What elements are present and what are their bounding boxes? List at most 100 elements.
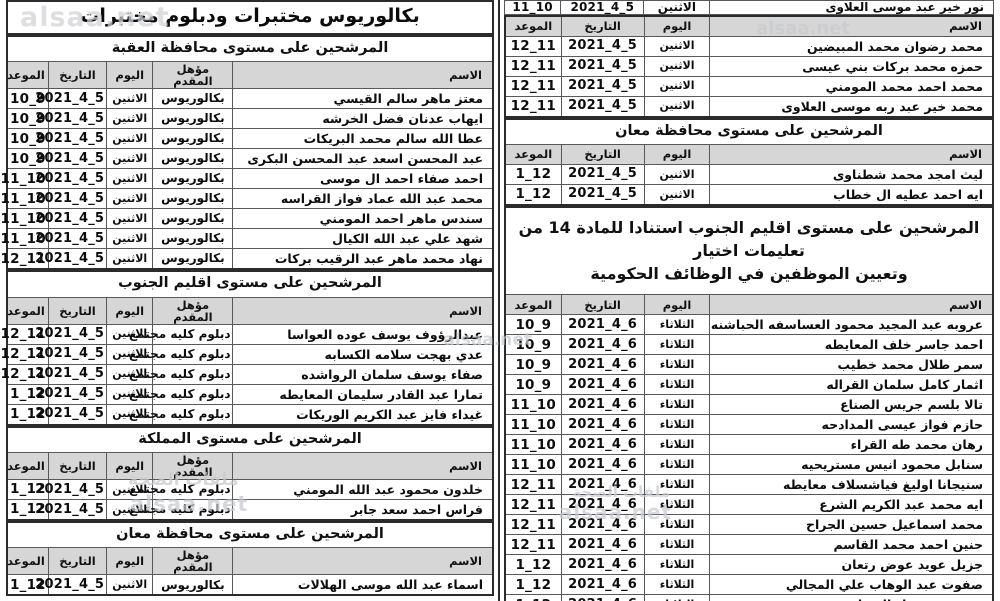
cell-day: الاثنين bbox=[106, 168, 154, 190]
section-title: المرشحين على مستوى المملكة bbox=[6, 426, 494, 453]
table-row: سنيجانا اوليغ فياشسلاف معايطه الثلاثاء 6_4… bbox=[504, 474, 994, 496]
cell-name: محمد احمد محمد المومني bbox=[709, 75, 994, 97]
cell-qualification: بكالوريوس bbox=[152, 168, 234, 190]
table-row: شهد علي عبد الله الكيال بكالوريوس الاثنين 5… bbox=[1, 228, 494, 250]
cell-date: 5_4_2021 bbox=[35, 323, 108, 345]
section-title: المرشحين على مستوى اقليم الجنوب استنادا … bbox=[504, 206, 994, 296]
table-row: اثمار كامل سلمان القراله الثلاثاء 6_4_2021… bbox=[504, 374, 994, 396]
cell-time: 11_12 bbox=[504, 75, 562, 97]
cell-day: الثلاثاء bbox=[643, 314, 711, 336]
cell-qualification: بكالوريوس bbox=[152, 208, 234, 230]
candidates-table: الاسم اليوم التاريخ الموعد محمد رضوان محمد ا… bbox=[504, 14, 994, 118]
cell-time: 12_1 bbox=[6, 403, 49, 426]
cell-name: نهاد محمد ماهر عبد الرقيب بركات bbox=[232, 248, 494, 270]
cell-time: 12_1 bbox=[504, 594, 562, 601]
table-row: محمد رضوان محمد المبيضين الاثنين 5_4_2021 1… bbox=[504, 35, 994, 57]
cell-date: 5_4_2021 bbox=[560, 75, 645, 97]
cell-day: الاثنين bbox=[106, 323, 154, 345]
candidates-table: المرشحين على مستوى محافظة العقبة الاسم مؤه… bbox=[1, 34, 494, 271]
cell-time: 11_12 bbox=[504, 474, 562, 496]
cell-date: 6_4_2021 bbox=[560, 594, 645, 601]
section-title-row: المرشحين على مستوى محافظة العقبة bbox=[6, 35, 494, 63]
cell-name: عدي بهجت سلامه الكسابه bbox=[232, 343, 494, 365]
cell-qualification: بكالوريوس bbox=[152, 148, 234, 170]
cell-time: 9_10 bbox=[504, 374, 562, 396]
column-header-qual: مؤهل المقدم bbox=[152, 296, 234, 325]
cell-time: 11_12 bbox=[1, 363, 49, 385]
column-header-day: اليوم bbox=[106, 296, 154, 325]
cell-day: الاثنين bbox=[106, 148, 154, 170]
candidates-table: المرشحين على مستوى محافظة معان الاسم اليوم… bbox=[504, 117, 994, 206]
cell-name: ايهاب عدنان فضل الخرشه bbox=[232, 108, 494, 130]
cell-day: الثلاثاء bbox=[643, 334, 711, 356]
table-header-row: الاسم مؤهل المقدم اليوم التاريخ الموعد bbox=[6, 547, 494, 576]
cell-day: الاثنين bbox=[643, 95, 711, 118]
section-title: المرشحين على مستوى محافظة العقبة bbox=[6, 35, 494, 63]
cell-date: 6_4_2021 bbox=[560, 374, 645, 396]
cell-name: ايه احمد عطيه ال خطاب bbox=[709, 183, 994, 206]
cell-time: 10_11 bbox=[504, 434, 562, 456]
cell-day: الاثنين bbox=[106, 128, 154, 150]
cell-date: 5_4_2021 bbox=[560, 0, 645, 15]
cell-day: الاثنين bbox=[106, 403, 154, 426]
cell-time: 11_12 bbox=[1, 343, 49, 365]
table-row: ايه محمد عبد الكريم الشرع الثلاثاء 6_4_202… bbox=[504, 494, 994, 516]
cell-day: الاثنين bbox=[106, 383, 154, 405]
cell-name: محمد خير عبد ربه موسى العلاوى bbox=[709, 95, 994, 118]
cell-date: 6_4_2021 bbox=[560, 534, 645, 556]
left-column: نور خير عبد موسى العلاوى الاثنين 5_4_2021 1… bbox=[500, 0, 1000, 601]
cell-day: الاثنين bbox=[106, 88, 154, 110]
cell-day: الاثنين bbox=[643, 75, 711, 97]
section-title-row: المرشحين على مستوى اقليم الجنوب استنادا … bbox=[504, 206, 994, 296]
table-row: فراس احمد سعد جابر دبلوم كليه مجتمع الاثني… bbox=[6, 498, 494, 521]
column-header-name: الاسم bbox=[709, 294, 994, 316]
cell-date: 6_4_2021 bbox=[560, 554, 645, 576]
cell-day: الاثنين bbox=[106, 478, 154, 500]
cell-qualification: بكالوريوس bbox=[152, 248, 234, 270]
cell-date: 5_4_2021 bbox=[35, 108, 108, 130]
cell-day: الاثنين bbox=[643, 163, 711, 185]
cell-qualification: دبلوم كليه مجتمع bbox=[129, 363, 234, 385]
column-header-name: الاسم bbox=[232, 547, 494, 576]
section-title-row: المرشحين على مستوى اقليم الجنوب bbox=[6, 270, 494, 298]
cell-date: 5_4_2021 bbox=[35, 228, 108, 250]
cell-name: عبد المحسن اسعد عبد المحسن البكرى bbox=[232, 148, 494, 170]
cell-day: الاثنين bbox=[106, 574, 154, 596]
cell-qualification: دبلوم كليه مجتمع bbox=[129, 323, 234, 345]
cell-date: 5_4_2021 bbox=[35, 148, 108, 170]
cell-time: 10_11 bbox=[1, 208, 49, 230]
clipped-top-row-table: نور خير عبد موسى العلاوى الاثنين 5_4_2021 1… bbox=[504, 0, 994, 15]
cell-name: محمد اسماعيل حسين الجراح bbox=[709, 514, 994, 536]
cell-time: 9_10 bbox=[504, 354, 562, 376]
cell-date: 5_4_2021 bbox=[35, 208, 108, 230]
candidates-table: المرشحين على مستوى محافظة معان الاسم مؤهل … bbox=[6, 520, 494, 597]
cell-date: 5_4_2021 bbox=[35, 574, 108, 596]
cell-time: 12_1 bbox=[6, 498, 49, 521]
column-header-qual: مؤهل المقدم bbox=[152, 547, 234, 576]
column-header-date: التاريخ bbox=[560, 15, 645, 37]
cell-day: الاثنين bbox=[106, 188, 154, 210]
column-header-qual: مؤهل المقدم bbox=[152, 451, 234, 480]
table-row: محمد اسماعيل حسين الجراح الثلاثاء 6_4_2021… bbox=[504, 514, 994, 536]
cell-name: هبه فهد جميل الصرايره bbox=[709, 594, 994, 601]
cell-day: الاثنين bbox=[643, 35, 711, 57]
cell-qualification: دبلوم كليه مجتمع bbox=[129, 478, 234, 500]
table-row: محمد احمد محمد المومني الاثنين 5_4_2021 11_… bbox=[504, 75, 994, 97]
column-header-time: الموعد bbox=[6, 547, 49, 576]
cell-date: 5_4_2021 bbox=[35, 88, 108, 110]
cell-name: معتز ماهر سالم القيسي bbox=[232, 88, 494, 110]
table-row: بكالوريوس مختبرات ودبلوم مختبرات bbox=[6, 0, 494, 35]
table-header-row: الاسم اليوم التاريخ الموعد bbox=[504, 294, 994, 316]
cell-day: الاثنين bbox=[643, 183, 711, 206]
column-header-day: اليوم bbox=[643, 294, 711, 316]
cell-name: حمزه محمد بركات بني عيسى bbox=[709, 55, 994, 77]
column-header-name: الاسم bbox=[709, 15, 994, 37]
cell-name: احمد صفاء احمد ال موسى bbox=[232, 168, 494, 190]
cell-time: 9_10 bbox=[6, 128, 49, 150]
cell-time: 11_12 bbox=[504, 494, 562, 516]
cell-day: الثلاثاء bbox=[643, 374, 711, 396]
table-row: حازم فواز عيسى المدادحه الثلاثاء 6_4_2021 1… bbox=[504, 414, 994, 436]
table-row: سندس ماهر احمد المومني بكالوريوس الاثنين 5_… bbox=[1, 208, 494, 230]
cell-time: 10_11 bbox=[504, 454, 562, 476]
cell-name: رهان محمد طه القراء bbox=[709, 434, 994, 456]
